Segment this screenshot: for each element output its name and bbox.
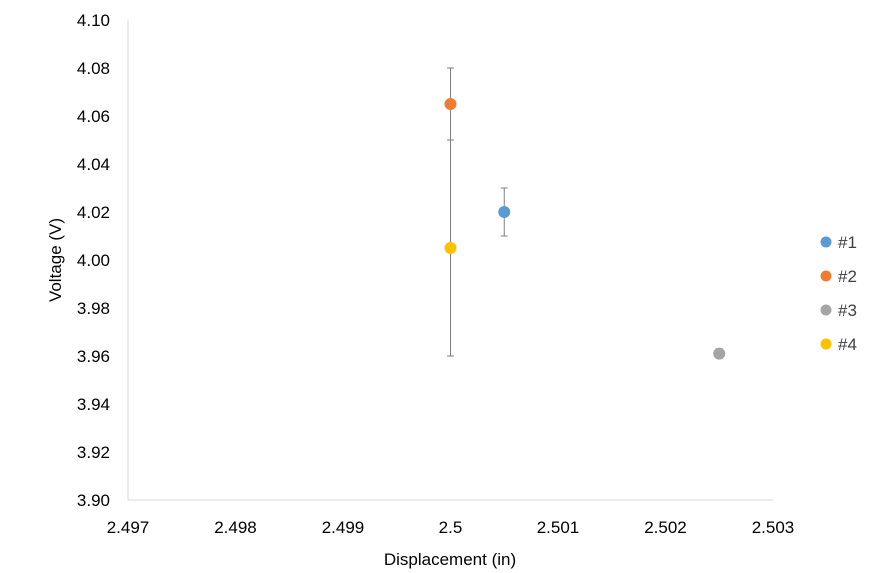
y-tick-label: 4.10 [77, 11, 110, 30]
y-tick-label: 4.02 [77, 203, 110, 222]
data-point [444, 98, 457, 110]
x-tick-label: 2.498 [214, 518, 257, 537]
x-tick-label: 2.497 [107, 518, 150, 537]
y-tick-label: 3.94 [77, 395, 110, 414]
x-tick-label: 2.503 [752, 518, 795, 537]
y-tick-label: 4.04 [77, 155, 110, 174]
legend-marker [820, 236, 832, 248]
legend: #1 #2 #3 #4 [820, 233, 857, 354]
y-tick-label: 3.96 [77, 347, 110, 366]
legend-marker [820, 270, 832, 282]
x-tick-label: 2.501 [537, 518, 580, 537]
legend-marker [820, 338, 832, 350]
legend-marker [820, 304, 832, 316]
y-tick-label: 3.90 [77, 491, 110, 510]
y-tick-label: 4.00 [77, 251, 110, 270]
legend-label: #1 [838, 233, 857, 252]
x-axis-label: Displacement (in) [384, 550, 516, 569]
data-points [444, 98, 726, 360]
data-point [498, 206, 511, 218]
legend-label: #4 [838, 335, 857, 354]
y-tick-label: 3.92 [77, 443, 110, 462]
data-point [444, 242, 457, 254]
x-tick-label: 2.499 [322, 518, 365, 537]
y-tick-label: 4.06 [77, 107, 110, 126]
error-bars [447, 67, 723, 359]
tick-labels: 3.90 3.92 3.94 3.96 3.98 4.00 4.02 4.04 4.06 4.08… [77, 11, 794, 537]
y-axis-label: Voltage (V) [46, 218, 65, 302]
legend-label: #3 [838, 301, 857, 320]
axes [127, 20, 773, 501]
y-tick-label: 3.98 [77, 299, 110, 318]
x-tick-label: 2.502 [644, 518, 687, 537]
y-tick-label: 4.08 [77, 59, 110, 78]
x-tick-label: 2.5 [439, 518, 463, 537]
legend-label: #2 [838, 267, 857, 286]
data-point [713, 347, 726, 360]
